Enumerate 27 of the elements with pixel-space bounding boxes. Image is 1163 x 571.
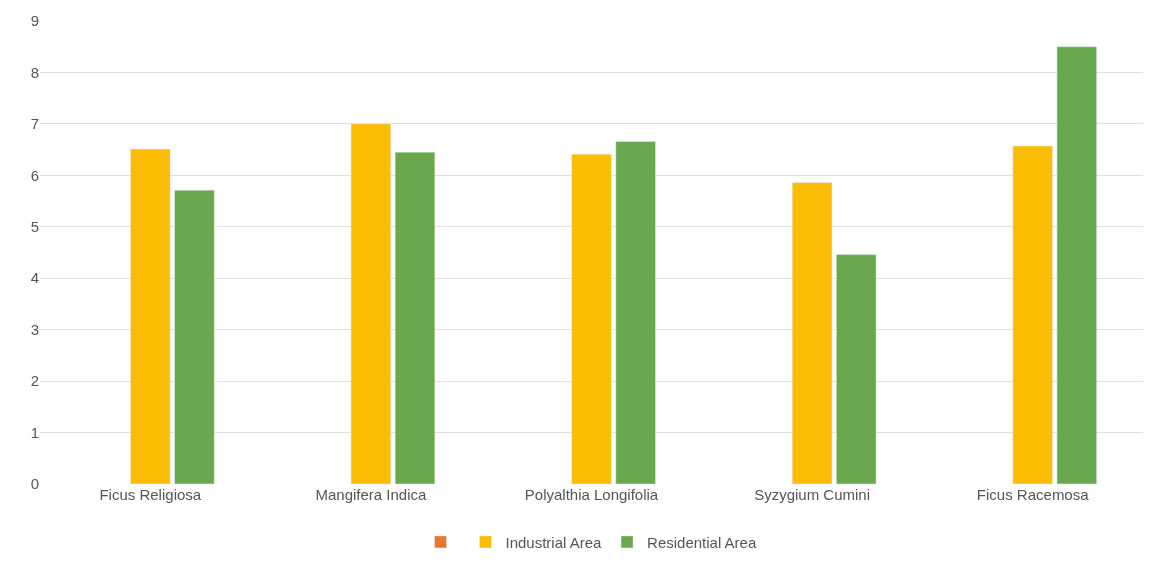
legend-label: Industrial Area [505, 533, 603, 551]
x-tick-label: Mangifera Indica [315, 486, 427, 503]
bar [615, 141, 656, 484]
y-tick-label: 5 [30, 218, 39, 236]
bar [174, 190, 215, 484]
bar [350, 123, 391, 484]
y-tick-label: 7 [30, 115, 39, 133]
bar [130, 148, 171, 484]
bar [792, 182, 833, 484]
y-tick-label: 8 [30, 63, 39, 81]
legend-label: Residential Area [647, 533, 757, 551]
x-tick-label: Polyalthia Longifolia [524, 486, 659, 503]
y-tick-label: 3 [30, 320, 39, 338]
x-tick-label: Syzygium Cumini [754, 486, 871, 503]
y-tick-label: 1 [30, 423, 39, 441]
bar [1012, 145, 1053, 484]
y-tick-label: 2 [30, 372, 39, 390]
bar [836, 254, 877, 484]
y-tick-label: 9 [30, 12, 39, 30]
bar [394, 151, 436, 484]
bar [571, 153, 612, 484]
x-tick-label: Ficus Racemosa [976, 486, 1090, 503]
x-tick-label: Ficus Religiosa [99, 486, 202, 503]
y-tick-label: 4 [30, 269, 39, 287]
y-tick-label: 0 [30, 475, 39, 493]
y-tick-label: 6 [30, 166, 39, 184]
bar [1056, 46, 1097, 484]
